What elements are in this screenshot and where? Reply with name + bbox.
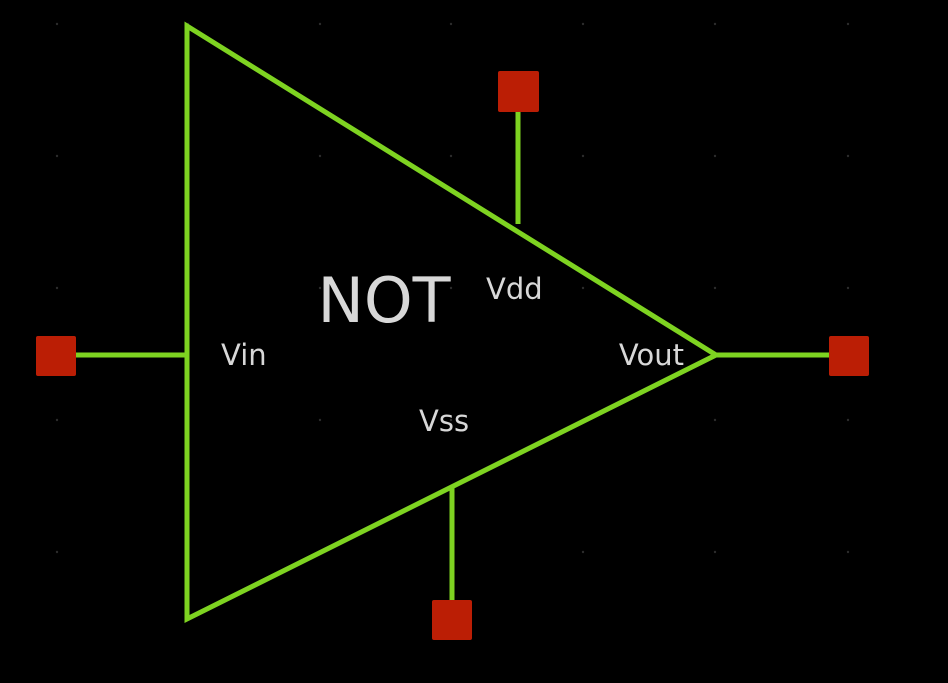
component-label: NOT xyxy=(317,264,451,337)
grid-dot xyxy=(581,154,585,158)
vout-terminal[interactable] xyxy=(829,336,869,376)
grid-dot xyxy=(318,418,322,422)
grid-dot xyxy=(318,22,322,26)
vdd-label: Vdd xyxy=(486,272,543,306)
grid-dot xyxy=(846,550,850,554)
grid-dot xyxy=(55,22,59,26)
vin-terminal[interactable] xyxy=(36,336,76,376)
grid-dot xyxy=(713,154,717,158)
grid-dot xyxy=(713,550,717,554)
grid-dot xyxy=(846,286,850,290)
grid-dot xyxy=(713,418,717,422)
vout-label: Vout xyxy=(619,338,684,372)
grid-dot xyxy=(449,154,453,158)
grid-dot xyxy=(581,550,585,554)
grid-dot xyxy=(846,22,850,26)
grid-dot xyxy=(318,286,322,290)
grid-dot xyxy=(55,154,59,158)
grid-dot xyxy=(55,418,59,422)
grid-dot xyxy=(449,22,453,26)
grid-dot xyxy=(713,286,717,290)
vss-label: Vss xyxy=(419,404,469,438)
background-grid xyxy=(55,22,850,554)
grid-dot xyxy=(55,550,59,554)
vdd-terminal[interactable] xyxy=(498,71,539,112)
grid-dot xyxy=(318,154,322,158)
vin-label: Vin xyxy=(221,338,267,372)
grid-dot xyxy=(713,22,717,26)
grid-dot xyxy=(846,418,850,422)
vss-terminal[interactable] xyxy=(432,600,472,640)
grid-dot xyxy=(449,286,453,290)
grid-dot xyxy=(846,154,850,158)
grid-dot xyxy=(581,286,585,290)
grid-dot xyxy=(449,418,453,422)
grid-dot xyxy=(581,22,585,26)
grid-dot xyxy=(55,286,59,290)
